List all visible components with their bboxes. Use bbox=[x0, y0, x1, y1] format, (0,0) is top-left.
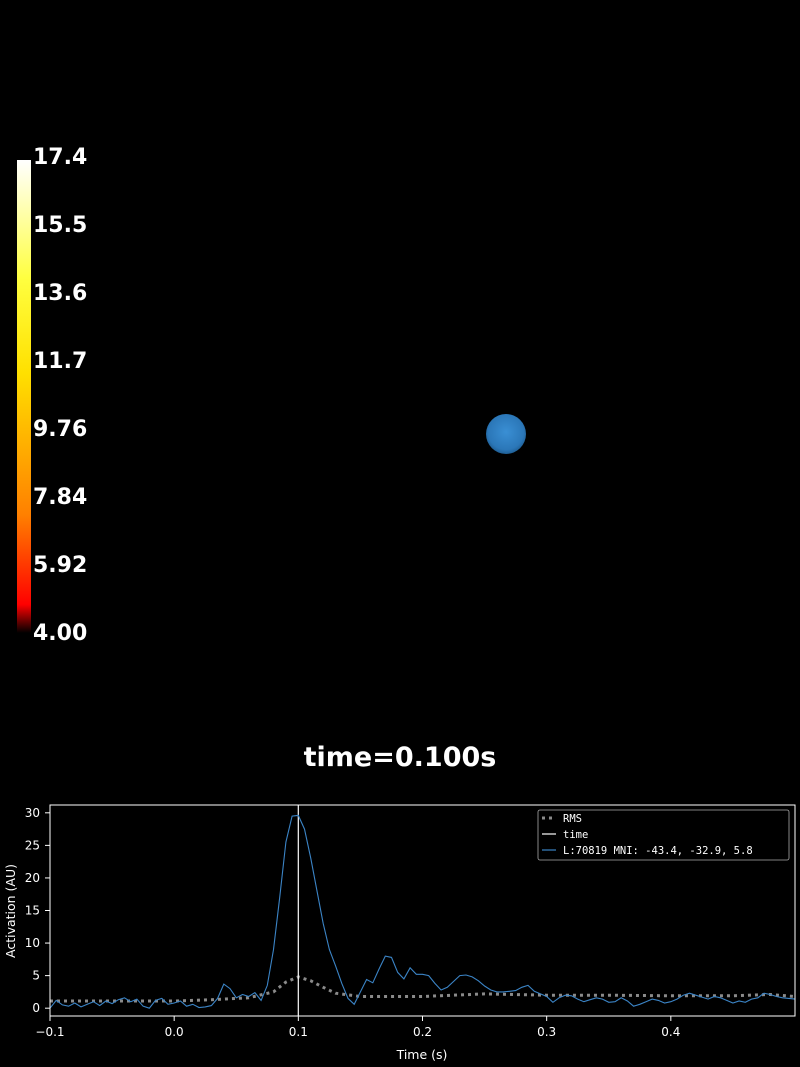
y-tick-label: 5 bbox=[32, 969, 40, 983]
activation-plot: −0.1 0.0 0.1 0.2 0.3 0.4 0 5 10 15 20 25 30 Time (s… bbox=[3, 804, 796, 1062]
legend-label: time bbox=[563, 829, 588, 841]
colorbar-label: 4.00 bbox=[33, 621, 87, 646]
plot-marks bbox=[49, 805, 796, 1016]
legend-label: L:70819 MNI: -43.4, -32.9, 5.8 bbox=[563, 845, 753, 857]
y-tick-label: 25 bbox=[25, 838, 40, 852]
colorbar-label: 13.6 bbox=[33, 281, 87, 306]
colorbar-label: 7.84 bbox=[33, 485, 87, 510]
colorbar-label: 17.4 bbox=[33, 145, 87, 170]
colorbar-label: 9.76 bbox=[33, 417, 87, 442]
x-tick-label: 0.4 bbox=[661, 1025, 680, 1039]
y-tick-label: 10 bbox=[25, 936, 40, 950]
colorbar: 17.4 15.5 13.6 11.7 9.76 7.84 5.92 4.00 bbox=[17, 145, 87, 646]
colorbar-labels: 17.4 15.5 13.6 11.7 9.76 7.84 5.92 4.00 bbox=[33, 145, 87, 646]
legend-label: RMS bbox=[563, 813, 582, 825]
legend-box bbox=[537, 809, 790, 861]
x-tick-label: −0.1 bbox=[35, 1025, 64, 1039]
colorbar-label: 5.92 bbox=[33, 553, 87, 578]
x-axis: −0.1 0.0 0.1 0.2 0.3 0.4 bbox=[35, 1016, 680, 1039]
x-tick-label: 0.1 bbox=[289, 1025, 308, 1039]
x-axis-title: Time (s) bbox=[396, 1047, 448, 1062]
scene-viewport bbox=[486, 414, 526, 454]
series-line bbox=[49, 814, 796, 1009]
source-dot bbox=[486, 414, 526, 454]
series-line bbox=[50, 975, 796, 1003]
y-tick-label: 30 bbox=[25, 806, 40, 820]
y-axis-title: Activation (AU) bbox=[3, 864, 18, 958]
x-tick-label: 0.0 bbox=[165, 1025, 184, 1039]
time-label: time=0.100s bbox=[303, 742, 497, 773]
legend: RMS time L:70819 MNI: -43.4, -32.9, 5.8 bbox=[537, 809, 790, 861]
y-axis: 0 5 10 15 20 25 30 bbox=[25, 806, 50, 1015]
colorbar-gradient bbox=[17, 160, 31, 633]
colorbar-label: 15.5 bbox=[33, 213, 87, 238]
colorbar-label: 11.7 bbox=[33, 349, 87, 374]
y-tick-label: 0 bbox=[32, 1001, 40, 1015]
y-tick-label: 20 bbox=[25, 871, 40, 885]
y-tick-label: 15 bbox=[25, 904, 40, 918]
x-tick-label: 0.3 bbox=[537, 1025, 556, 1039]
x-tick-label: 0.2 bbox=[413, 1025, 432, 1039]
